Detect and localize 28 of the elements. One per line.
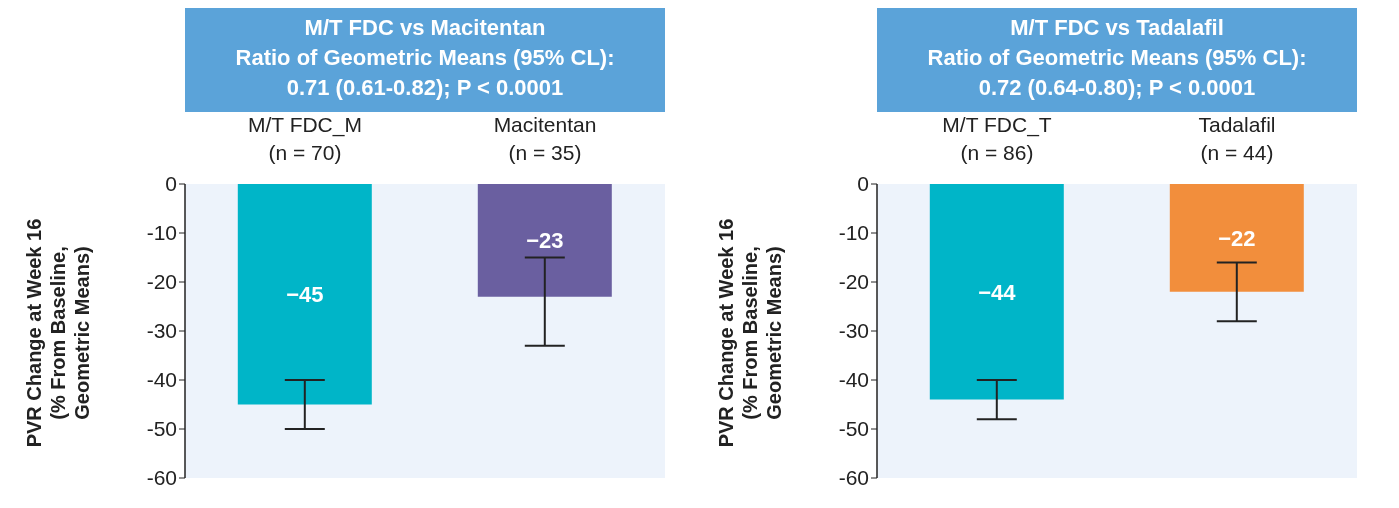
y-tick-label: -30: [838, 319, 869, 343]
chart-subtitle: Ratio of Geometric Means (95% CL): 0.71 (0.61-0.82); P < 0.0001: [234, 44, 616, 102]
y-tick-label: -50: [146, 417, 177, 441]
y-tick-label: -10: [838, 221, 869, 245]
y-tick-label: 0: [165, 172, 177, 196]
y-tick-label: -40: [838, 368, 869, 392]
chart-title: M/T FDC vs Macitentan: [303, 14, 547, 42]
x-tick-label: M/T FDC_M (n = 70): [248, 113, 362, 164]
y-tick-label: 0: [857, 172, 869, 196]
x-tick-label: Macitentan (n = 35): [493, 113, 597, 164]
y-tick-label: -10: [146, 221, 177, 245]
y-axis-title: PVR Change at Week 16 (% From Baseline, Geometric Means): [22, 218, 94, 448]
y-tick-label: -60: [838, 466, 869, 490]
y-tick-label: -60: [146, 466, 177, 490]
data-label: −45: [286, 282, 324, 308]
data-label: −44: [978, 279, 1017, 305]
x-tick-label: Tadalafil (n = 44): [1198, 113, 1276, 164]
y-tick-label: -40: [146, 368, 177, 392]
y-axis-title: PVR Change at Week 16 (% From Baseline, Geometric Means): [714, 218, 786, 448]
y-tick-label: -20: [146, 270, 177, 294]
chart-title: M/T FDC vs Tadalafil: [1009, 14, 1225, 42]
y-tick-label: -20: [838, 270, 869, 294]
y-tick-label: -50: [838, 417, 869, 441]
y-tick-label: -30: [146, 319, 177, 343]
x-tick-label: M/T FDC_T (n = 86): [942, 113, 1052, 164]
chart-subtitle: Ratio of Geometric Means (95% CL): 0.72 (0.64-0.80); P < 0.0001: [926, 44, 1308, 102]
data-label: −23: [526, 228, 564, 254]
data-label: −22: [1218, 225, 1256, 251]
